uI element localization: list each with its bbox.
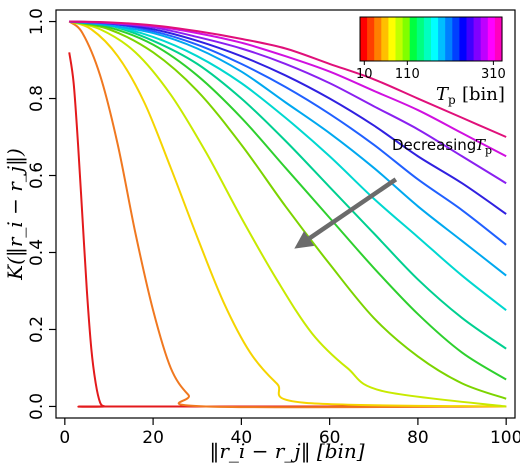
colorbar-swatch [423, 17, 432, 61]
colorbar-title: T [436, 84, 450, 105]
colorbar-swatch [409, 17, 418, 61]
decreasing-arrow-shaft [307, 177, 398, 241]
colorbar-swatch [445, 17, 453, 61]
x-tick-label: 20 [142, 428, 164, 448]
y-tick-label: 0.6 [27, 162, 47, 189]
colorbar-swatch [459, 17, 468, 61]
colorbar-swatches [360, 17, 503, 61]
colorbar-swatch [438, 17, 446, 61]
series-line-5 [69, 20, 507, 400]
colorbar-title-unit: [bin] [462, 84, 505, 105]
colorbar: 10 110 310 T p [bin] [356, 16, 506, 107]
colorbar-swatch [473, 17, 482, 61]
colorbar-swatch [388, 17, 397, 61]
series-line-9 [69, 20, 507, 277]
y-tick-label: 0.8 [27, 85, 47, 112]
colorbar-tick-label: 110 [395, 67, 420, 82]
plot-frame [55, 9, 516, 419]
colorbar-title-sub: p [448, 93, 456, 107]
series-layer [68, 20, 507, 409]
colorbar-tick-label: 310 [481, 67, 506, 82]
colorbar-swatch [452, 17, 460, 61]
decreasing-arrow-head [294, 231, 315, 249]
x-axis-title: ‖r_i − r_j‖ [bin] [209, 439, 364, 464]
x-tick-label: 0 [59, 428, 70, 448]
series-line-6 [69, 20, 507, 381]
series-line-2 [68, 20, 507, 409]
x-tick-label: 60 [319, 428, 341, 448]
annotation-math: T [475, 136, 486, 154]
series-line-14 [69, 20, 507, 138]
y-tick-label: 0.4 [27, 239, 47, 266]
series-line-7 [69, 20, 507, 350]
y-tick-label: 0.0 [27, 393, 47, 420]
colorbar-swatch [431, 17, 439, 61]
colorbar-swatch [381, 17, 389, 61]
annotation-text: Decreasing [392, 136, 476, 154]
colorbar-frame [359, 16, 503, 62]
series-line-10 [69, 20, 507, 246]
x-tick-label: 40 [231, 428, 253, 448]
colorbar-swatch [360, 17, 368, 61]
y-axis-title: K(‖r_i − r_j‖) [3, 148, 28, 281]
decreasing-annotation: Decreasing T p [294, 136, 492, 249]
colorbar-swatch [487, 17, 496, 61]
series-line-8 [69, 20, 507, 312]
x-axis: 0 20 40 60 80 100 [59, 418, 520, 448]
series-line-11 [69, 20, 507, 215]
series-line-3 [68, 20, 507, 408]
colorbar-swatch [466, 17, 475, 61]
series-line-1 [68, 52, 507, 408]
colorbar-swatch [402, 17, 411, 61]
colorbar-swatch [480, 17, 489, 61]
colorbar-swatch [494, 17, 503, 61]
annotation-math-sub: p [485, 144, 492, 157]
colorbar-swatch [367, 17, 375, 61]
x-tick-label: 80 [407, 428, 429, 448]
series-line-4 [68, 20, 507, 408]
colorbar-swatch [395, 17, 404, 61]
y-tick-label: 0.2 [27, 316, 47, 343]
colorbar-tick-label: 10 [356, 67, 373, 82]
colorbar-swatch [374, 17, 382, 61]
colorbar-ticks: 10 110 310 [356, 61, 506, 82]
y-tick-label: 1.0 [27, 8, 47, 35]
y-axis: 0.0 0.2 0.4 0.6 0.8 1.0 [27, 8, 56, 420]
x-tick-label: 100 [490, 428, 520, 448]
colorbar-swatch [416, 17, 425, 61]
